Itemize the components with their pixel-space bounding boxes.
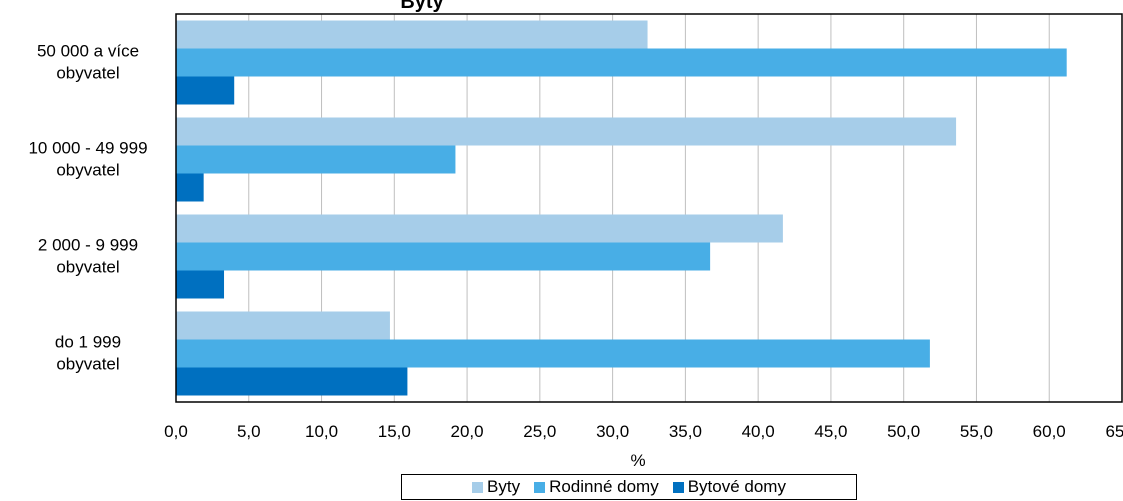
bar-bytové-domy — [176, 173, 204, 202]
category-label: 50 000 a více obyvatel — [37, 42, 139, 83]
x-axis-label: % — [630, 451, 645, 470]
bar-byty — [176, 214, 783, 243]
x-tick-label: 65,0 — [1105, 422, 1123, 441]
x-tick-label: 15,0 — [378, 422, 411, 441]
bar-rodinné-domy — [176, 48, 1067, 77]
bar-byty — [176, 117, 957, 146]
x-tick-label: 40,0 — [742, 422, 775, 441]
legend-label: Rodinné domy — [549, 477, 659, 496]
x-tick-label: 45,0 — [814, 422, 847, 441]
bar-byty — [176, 20, 648, 49]
bar-rodinné-domy — [176, 339, 930, 368]
x-tick-label: 35,0 — [669, 422, 702, 441]
legend-swatch — [672, 481, 684, 493]
x-tick-label: 0,0 — [164, 422, 188, 441]
category-label: 2 000 - 9 999 obyvatel — [38, 236, 138, 277]
x-tick-labels: 0,0 5,0 10,0 15,0 20,0 25,0 30,0 35,0 40,0 45,0 50… — [164, 422, 1123, 441]
x-tick-label: 20,0 — [451, 422, 484, 441]
chart-title: Byty — [400, 0, 444, 13]
x-tick-label: 30,0 — [596, 422, 629, 441]
bar-rodinné-domy — [176, 242, 711, 271]
legend-item: Byty — [472, 477, 520, 497]
bars — [176, 20, 1067, 396]
legend-swatch — [472, 481, 484, 493]
x-tick-label: 5,0 — [237, 422, 261, 441]
category-label: do 1 999 obyvatel — [55, 333, 121, 374]
legend-label: Byty — [487, 477, 521, 496]
legend: Byty Rodinné domy Bytové domy — [401, 474, 857, 500]
x-tick-label: 10,0 — [305, 422, 338, 441]
x-tick-label: 50,0 — [887, 422, 920, 441]
legend-swatch — [534, 481, 546, 493]
legend-item: Rodinné domy — [534, 477, 659, 497]
bar-rodinné-domy — [176, 145, 456, 174]
legend-item: Bytové domy — [672, 477, 786, 497]
bar-bytové-domy — [176, 270, 225, 299]
x-tick-label: 25,0 — [523, 422, 556, 441]
plot-area-border — [175, 13, 1123, 403]
category-labels: 50 000 a více obyvatel 10 000 - 49 999 obyv… — [28, 42, 147, 374]
x-tick-label: 55,0 — [960, 422, 993, 441]
gridlines — [248, 14, 1050, 402]
bar-bytové-domy — [176, 76, 235, 105]
x-tick-label: 60,0 — [1033, 422, 1066, 441]
legend-label: Bytové domy — [687, 477, 786, 496]
category-label: 10 000 - 49 999 obyvatel — [28, 139, 147, 180]
bar-bytové-domy — [176, 367, 408, 396]
bar-byty — [176, 311, 390, 340]
